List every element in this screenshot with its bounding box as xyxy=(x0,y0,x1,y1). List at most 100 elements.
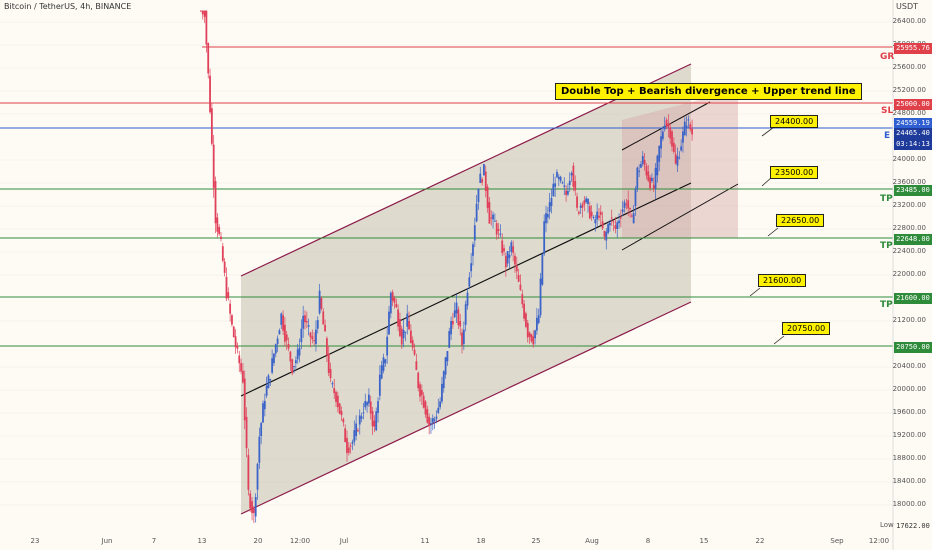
candle-body xyxy=(340,411,343,416)
candle-body xyxy=(523,303,526,319)
candle-body xyxy=(579,205,582,208)
time-tick: Jul xyxy=(339,537,349,545)
candle-body xyxy=(590,211,593,217)
time-tick: 12:00 xyxy=(289,537,311,545)
note-22650[interactable]: 22650.00 xyxy=(776,214,825,227)
price-tick: 18800.00 xyxy=(892,454,926,462)
note-24400[interactable]: 24400.00 xyxy=(770,115,819,128)
candle-body xyxy=(346,437,348,454)
candle-body xyxy=(347,447,350,453)
candle-body xyxy=(554,183,557,187)
candle-body xyxy=(548,202,551,212)
candle-body xyxy=(616,222,619,229)
candle-body xyxy=(552,183,555,197)
candle-body xyxy=(366,402,368,406)
candle-body xyxy=(267,375,270,389)
candle-body xyxy=(430,423,432,425)
candle-body xyxy=(280,313,283,325)
note-21600[interactable]: 21600.00 xyxy=(758,274,807,287)
candle-body xyxy=(420,390,423,396)
candle-body xyxy=(324,324,326,332)
candle-body xyxy=(561,182,564,184)
candle-body xyxy=(408,321,410,330)
candle-body xyxy=(243,378,246,421)
candle-body xyxy=(627,200,630,209)
candle-body xyxy=(351,441,354,444)
candle-body xyxy=(380,365,383,379)
candle-body xyxy=(231,315,233,325)
price-tick: 18400.00 xyxy=(892,477,926,485)
candle-body xyxy=(682,131,684,143)
candle-body xyxy=(300,328,303,343)
candle-body xyxy=(404,331,407,333)
candle-body xyxy=(499,233,502,235)
candle-body xyxy=(472,244,474,256)
price-tick: 23600.00 xyxy=(892,178,926,186)
candle-body xyxy=(466,292,469,306)
note-20750[interactable]: 20750.00 xyxy=(782,322,831,335)
tag-gr: GR xyxy=(880,52,895,62)
candle-body xyxy=(205,10,208,45)
candle-body xyxy=(519,284,522,290)
candle-body xyxy=(284,324,286,342)
candle-body xyxy=(291,359,294,374)
candle-body xyxy=(234,336,237,348)
candle-body xyxy=(477,188,480,203)
candle-body xyxy=(563,185,566,187)
candle-body xyxy=(645,165,648,176)
candle-body xyxy=(441,383,443,402)
candle-body xyxy=(493,220,496,222)
candle-body xyxy=(663,125,666,130)
candle-body xyxy=(468,277,471,287)
candle-body xyxy=(247,455,250,490)
price-label: 25000.00 xyxy=(894,99,932,110)
candle-body xyxy=(221,246,224,261)
candle-body xyxy=(526,322,529,338)
candle-body xyxy=(512,246,515,253)
price-tick: 19600.00 xyxy=(892,408,926,416)
candle-body xyxy=(592,216,595,218)
candle-body xyxy=(556,171,558,178)
candle-body xyxy=(399,319,401,337)
candle-body xyxy=(543,221,546,254)
candle-body xyxy=(338,403,341,414)
candle-body xyxy=(296,349,299,360)
candle-body xyxy=(572,165,575,187)
chart-grid xyxy=(0,21,893,506)
candle-body xyxy=(654,168,657,189)
candle-body xyxy=(311,336,314,340)
candle-body xyxy=(263,400,266,410)
candle-body xyxy=(481,179,484,183)
time-tick: Jun xyxy=(101,537,113,545)
candle-body xyxy=(249,493,252,509)
candle-body xyxy=(273,353,275,364)
chart-title: Bitcoin / TetherUS, 4h, BINANCE xyxy=(4,2,132,11)
candle-body xyxy=(541,254,544,285)
candle-body xyxy=(672,142,675,152)
candle-body xyxy=(504,255,507,268)
candle-body xyxy=(609,222,611,226)
minor-upper-line xyxy=(621,101,711,151)
candle-body xyxy=(665,119,668,126)
candle-body xyxy=(607,224,609,233)
price-label: 25955.76 xyxy=(894,43,932,54)
candle-body xyxy=(207,43,210,74)
price-tick: 26400.00 xyxy=(892,17,926,25)
headline-note[interactable]: Double Top + Bearish divergence + Upper … xyxy=(555,83,862,100)
candle-body xyxy=(446,351,449,362)
price-tick: 18000.00 xyxy=(892,500,926,508)
candle-body xyxy=(357,430,359,432)
candle-body xyxy=(393,298,396,303)
candle-body xyxy=(490,217,493,219)
candle-body xyxy=(634,189,637,206)
note-23500[interactable]: 23500.00 xyxy=(770,166,819,179)
candle-body xyxy=(218,227,221,235)
candle-body xyxy=(373,420,376,427)
price-tick: 22000.00 xyxy=(892,270,926,278)
candle-body xyxy=(238,355,241,364)
candle-body xyxy=(212,144,215,188)
note-leader-5 xyxy=(773,335,785,345)
candle-body xyxy=(269,379,272,381)
time-tick: 7 xyxy=(151,537,157,545)
candle-body xyxy=(210,108,213,144)
